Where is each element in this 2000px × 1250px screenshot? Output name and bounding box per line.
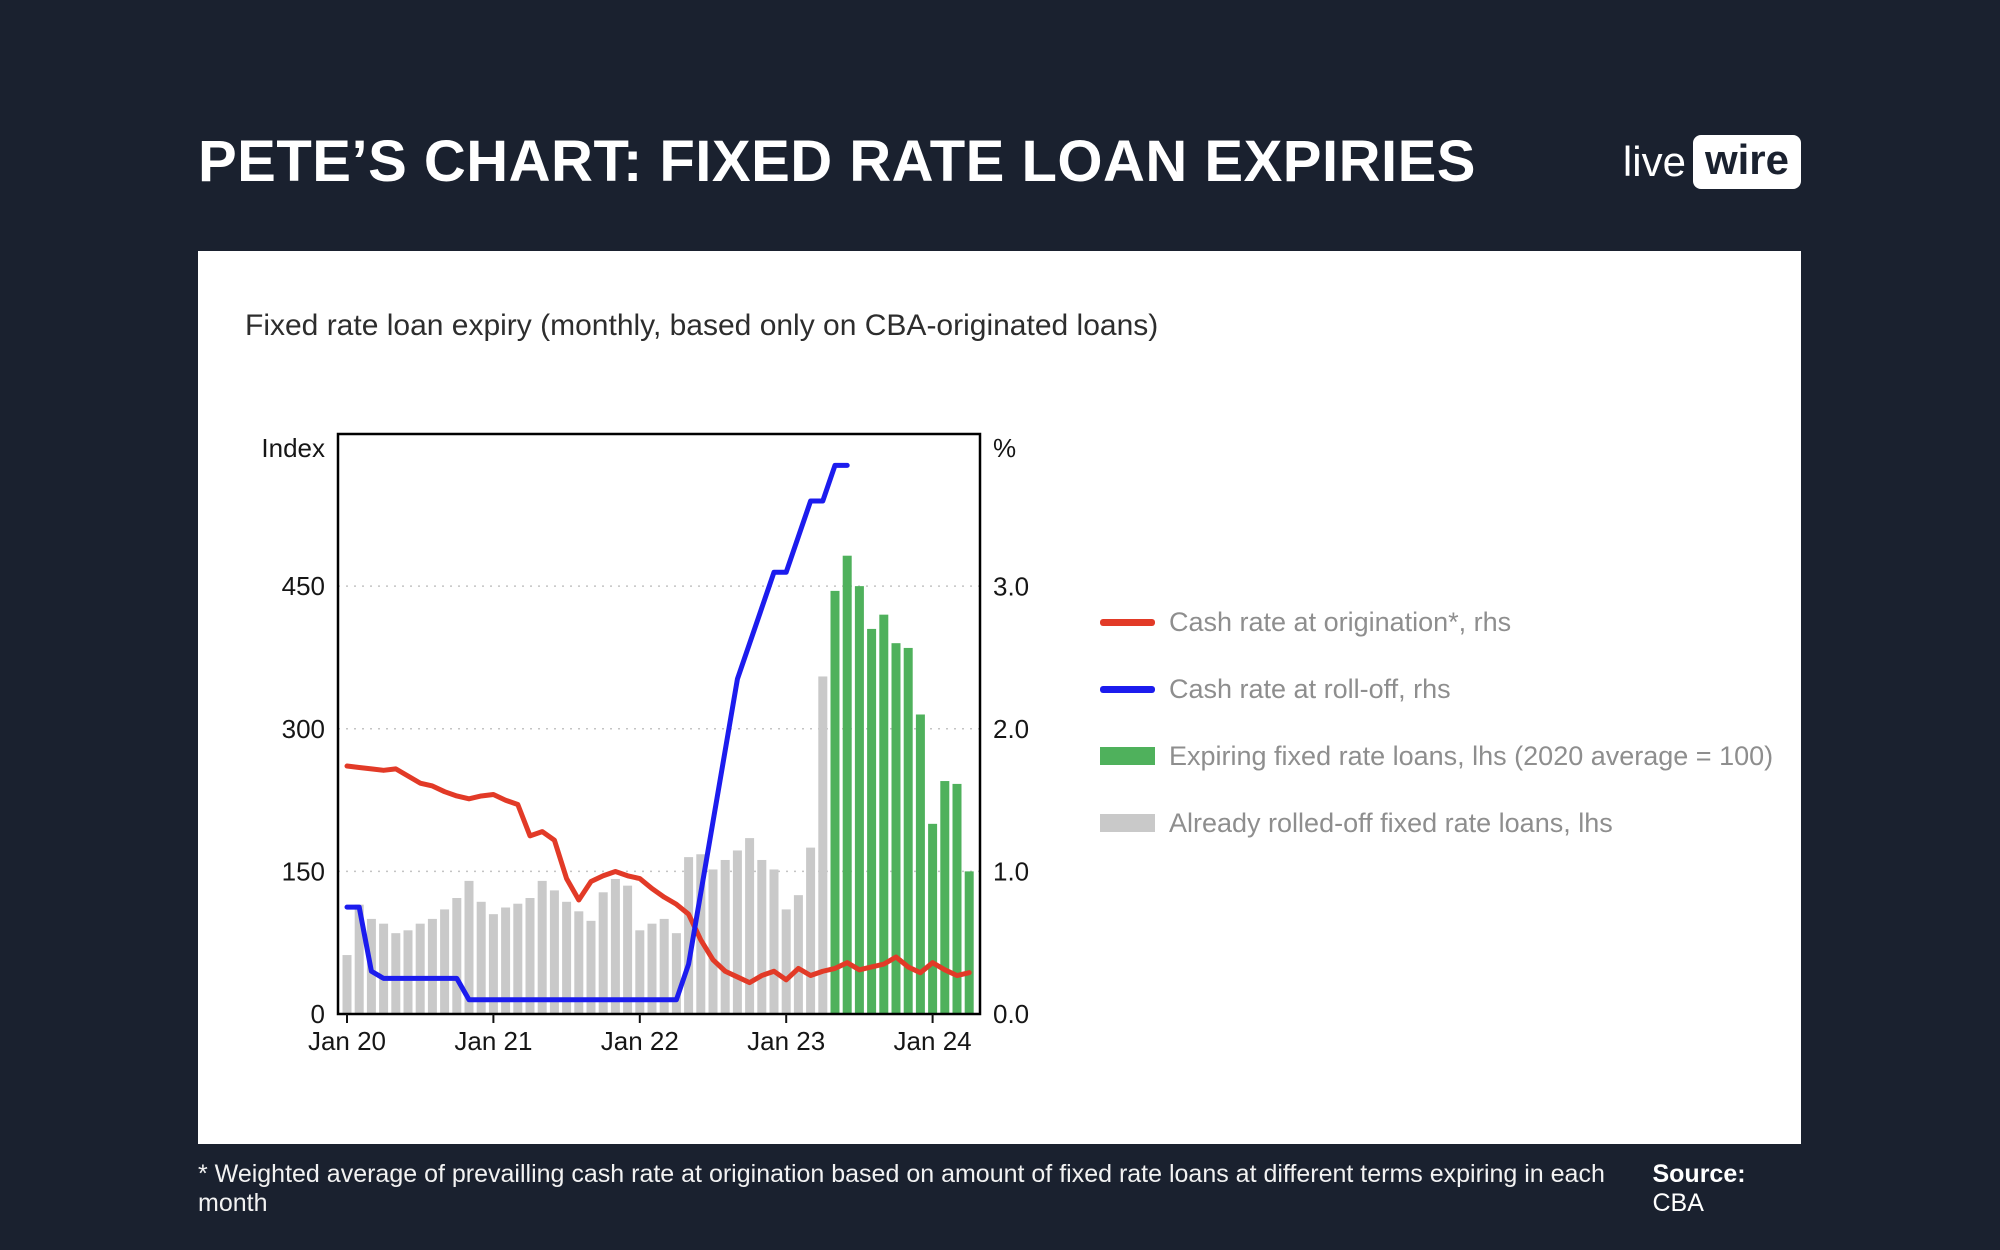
header: PETE’S CHART: FIXED RATE LOAN EXPIRIES l… [198, 128, 1801, 195]
svg-text:450: 450 [282, 571, 325, 601]
footnote: * Weighted average of prevailling cash r… [198, 1160, 1605, 1217]
legend-label: Cash rate at origination*, rhs [1169, 606, 1512, 637]
svg-text:0.0: 0.0 [993, 999, 1029, 1029]
svg-text:Jan 21: Jan 21 [454, 1026, 532, 1056]
legend-label: Expiring fixed rate loans, lhs (2020 ave… [1169, 740, 1774, 771]
legend-label: Already rolled-off fixed rate loans, lhs [1169, 807, 1613, 838]
blue-line-swatch [1100, 685, 1155, 693]
source: Source: CBA [1652, 1160, 1801, 1218]
logo-live-text: live [1622, 137, 1686, 185]
bars-rolled-off [342, 676, 828, 1014]
svg-text:150: 150 [282, 856, 325, 886]
svg-text:3.0: 3.0 [993, 571, 1029, 601]
svg-text:Jan 24: Jan 24 [894, 1026, 972, 1056]
gridlines [338, 585, 980, 873]
livewire-logo: live wire [1622, 134, 1801, 189]
x-ticks [346, 1014, 934, 1023]
legend-label: Cash rate at roll-off, rhs [1169, 673, 1451, 704]
line-origination [344, 763, 972, 986]
svg-text:%: % [993, 433, 1016, 463]
red-line-swatch [1100, 618, 1155, 626]
legend-item: Already rolled-off fixed rate loans, lhs [1100, 808, 1773, 838]
svg-text:Jan 23: Jan 23 [747, 1026, 825, 1056]
legend-item: Expiring fixed rate loans, lhs (2020 ave… [1100, 741, 1773, 771]
page-title: PETE’S CHART: FIXED RATE LOAN EXPIRIES [198, 129, 1476, 194]
line-roll-off [344, 462, 850, 1003]
svg-text:1.0: 1.0 [993, 856, 1029, 886]
plot-border [336, 432, 982, 1016]
svg-text:2.0: 2.0 [993, 714, 1029, 744]
bars-expiring [830, 555, 974, 1014]
chart-card: Fixed rate loan expiry (monthly, based o… [198, 251, 1801, 1144]
legend-item: Cash rate at roll-off, rhs [1100, 674, 1773, 704]
svg-text:0: 0 [311, 999, 325, 1029]
legend: Cash rate at origination*, rhs Cash rate … [1100, 607, 1773, 838]
svg-text:Index: Index [261, 433, 325, 463]
legend-item: Cash rate at origination*, rhs [1100, 607, 1773, 637]
chart-title: Fixed rate loan expiry (monthly, based o… [245, 309, 1159, 342]
chart-svg: 0 150 300 450 0.0 1.0 2.0 3.0 Index % Jan 20 Jan 21… [261, 432, 1029, 1056]
svg-text:Jan 20: Jan 20 [308, 1026, 386, 1056]
svg-text:300: 300 [282, 714, 325, 744]
gray-box-swatch [1100, 814, 1155, 832]
axis-labels: 0 150 300 450 0.0 1.0 2.0 3.0 Index % Jan 20 Jan 21… [261, 433, 1029, 1056]
source-label: Source: [1652, 1160, 1746, 1188]
svg-text:Jan 22: Jan 22 [601, 1026, 679, 1056]
green-box-swatch [1100, 747, 1155, 765]
logo-wire-badge: wire [1692, 134, 1801, 189]
source-value: CBA [1652, 1189, 1704, 1217]
footer: * Weighted average of prevailling cash r… [198, 1160, 1801, 1218]
